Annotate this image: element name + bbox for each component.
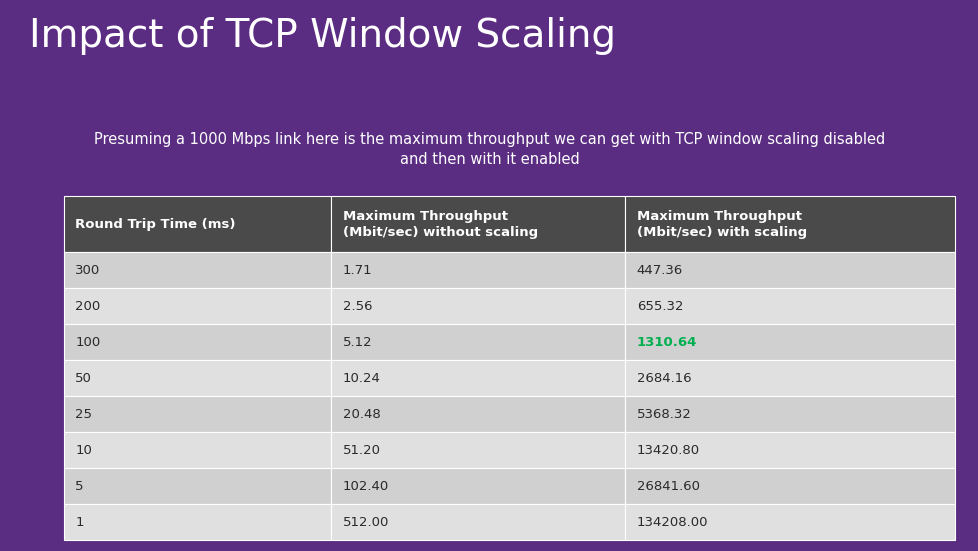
Text: 10.24: 10.24 — [342, 372, 380, 385]
Text: 26841.60: 26841.60 — [636, 479, 699, 493]
Text: 50: 50 — [75, 372, 92, 385]
Text: 1: 1 — [75, 516, 84, 528]
Text: 5.12: 5.12 — [342, 336, 372, 349]
Text: 51.20: 51.20 — [342, 444, 380, 457]
Text: 5: 5 — [75, 479, 84, 493]
Text: 1.71: 1.71 — [342, 264, 372, 277]
Text: 13420.80: 13420.80 — [636, 444, 699, 457]
Text: 5368.32: 5368.32 — [636, 408, 690, 420]
Text: 20.48: 20.48 — [342, 408, 380, 420]
Text: 25: 25 — [75, 408, 92, 420]
Text: 200: 200 — [75, 300, 101, 313]
Text: 300: 300 — [75, 264, 101, 277]
Text: Maximum Throughput
(Mbit/sec) with scaling: Maximum Throughput (Mbit/sec) with scali… — [636, 209, 806, 239]
Text: 2.56: 2.56 — [342, 300, 372, 313]
Text: 655.32: 655.32 — [636, 300, 683, 313]
Text: 134208.00: 134208.00 — [636, 516, 707, 528]
Text: 10: 10 — [75, 444, 92, 457]
Text: 1310.64: 1310.64 — [636, 336, 696, 349]
Text: 2684.16: 2684.16 — [636, 372, 690, 385]
Text: Maximum Throughput
(Mbit/sec) without scaling: Maximum Throughput (Mbit/sec) without sc… — [342, 209, 537, 239]
Text: Presuming a 1000 Mbps link here is the maximum throughput we can get with TCP wi: Presuming a 1000 Mbps link here is the m… — [94, 132, 884, 167]
Text: 100: 100 — [75, 336, 101, 349]
Text: 512.00: 512.00 — [342, 516, 388, 528]
Text: Impact of TCP Window Scaling: Impact of TCP Window Scaling — [29, 17, 616, 55]
Text: Round Trip Time (ms): Round Trip Time (ms) — [75, 218, 236, 230]
Text: 102.40: 102.40 — [342, 479, 388, 493]
Text: 447.36: 447.36 — [636, 264, 683, 277]
